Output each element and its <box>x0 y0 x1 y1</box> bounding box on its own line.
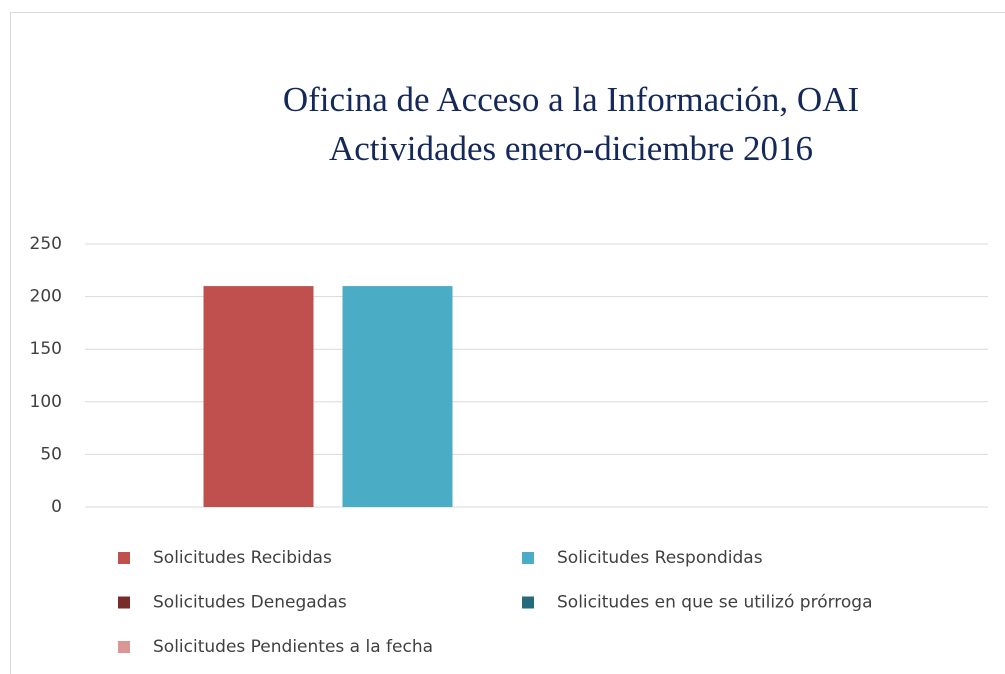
y-tick-label: 250 <box>30 234 62 254</box>
bar <box>342 286 453 507</box>
legend-swatch <box>522 552 534 564</box>
legend-swatch <box>118 641 130 653</box>
chart-subtitle: Actividades enero-diciembre 2016 <box>329 129 813 168</box>
y-tick-label: 100 <box>30 392 62 412</box>
chart-frame <box>10 12 1005 674</box>
bar <box>203 286 314 507</box>
legend-label: Solicitudes Respondidas <box>557 548 763 568</box>
legend-label: Solicitudes Recibidas <box>153 548 332 568</box>
legend-swatch <box>118 552 130 564</box>
y-tick-label: 200 <box>30 287 62 307</box>
y-tick-label: 50 <box>40 444 62 464</box>
legend-swatch <box>522 596 534 609</box>
legend-swatch <box>118 596 130 609</box>
y-tick-label: 0 <box>51 497 62 517</box>
y-tick-label: 150 <box>30 339 62 359</box>
legend-label: Solicitudes en que se utilizó prórroga <box>557 593 873 613</box>
legend-label: Solicitudes Pendientes a la fecha <box>153 637 433 657</box>
legend-label: Solicitudes Denegadas <box>153 593 347 613</box>
chart-title: Oficina de Acceso a la Información, OAI <box>283 80 859 119</box>
